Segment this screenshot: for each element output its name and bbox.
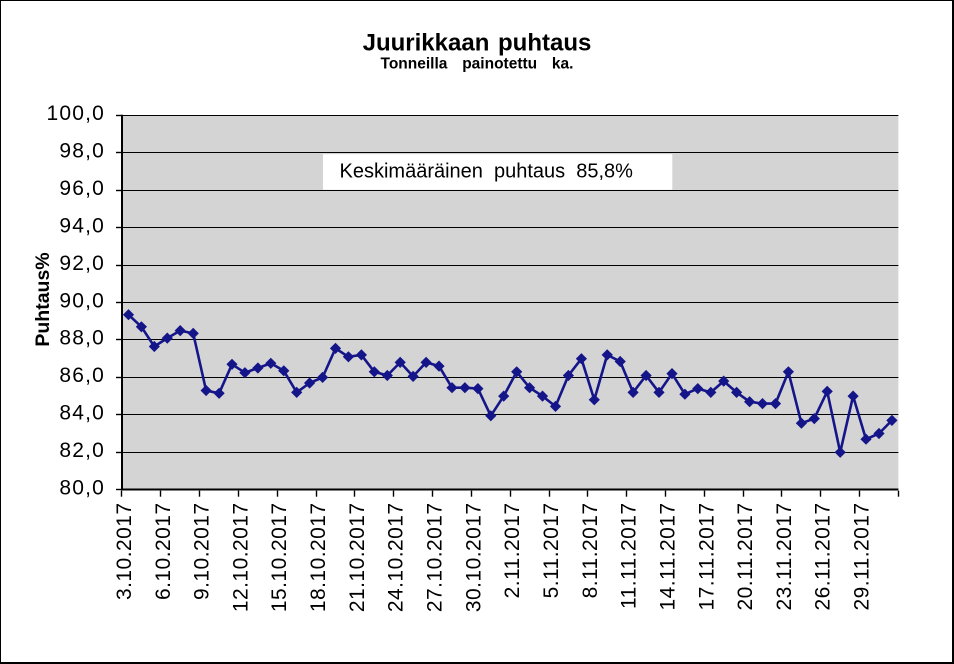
svg-text:5.11.2017: 5.11.2017: [540, 503, 563, 599]
svg-text:24.10.2017: 24.10.2017: [385, 503, 408, 613]
svg-text:100,0: 100,0: [46, 102, 105, 125]
svg-text:27.10.2017: 27.10.2017: [424, 503, 447, 613]
svg-text:90,0: 90,0: [59, 289, 105, 312]
svg-text:Keskimääräinen puhtaus 85,8%: Keskimääräinen puhtaus 85,8%: [340, 161, 634, 183]
svg-text:86,0: 86,0: [59, 364, 105, 387]
svg-text:26.11.2017: 26.11.2017: [812, 503, 835, 611]
svg-text:98,0: 98,0: [59, 140, 105, 163]
svg-text:88,0: 88,0: [59, 327, 105, 350]
svg-text:11.11.2017: 11.11.2017: [618, 503, 641, 610]
svg-text:2.11.2017: 2.11.2017: [501, 503, 524, 599]
svg-text:12.10.2017: 12.10.2017: [229, 503, 252, 613]
svg-text:20.11.2017: 20.11.2017: [734, 503, 757, 611]
svg-text:17.11.2017: 17.11.2017: [695, 503, 718, 611]
svg-text:21.10.2017: 21.10.2017: [346, 503, 369, 613]
svg-text:30.10.2017: 30.10.2017: [462, 503, 485, 613]
svg-text:9.10.2017: 9.10.2017: [191, 503, 214, 600]
svg-text:Tonneilla painotettu ka.: Tonneilla painotettu ka.: [381, 56, 574, 73]
svg-text:3.10.2017: 3.10.2017: [113, 503, 136, 600]
svg-text:94,0: 94,0: [59, 214, 105, 237]
svg-text:29.11.2017: 29.11.2017: [851, 503, 874, 611]
svg-text:80,0: 80,0: [59, 477, 105, 500]
svg-text:15.10.2017: 15.10.2017: [268, 503, 291, 613]
svg-text:23.11.2017: 23.11.2017: [773, 503, 796, 611]
svg-text:84,0: 84,0: [59, 402, 105, 425]
svg-text:18.10.2017: 18.10.2017: [307, 503, 330, 613]
svg-text:92,0: 92,0: [59, 252, 105, 275]
svg-text:82,0: 82,0: [59, 439, 105, 462]
svg-text:96,0: 96,0: [59, 177, 105, 200]
svg-text:6.10.2017: 6.10.2017: [152, 503, 175, 600]
svg-text:8.11.2017: 8.11.2017: [579, 503, 602, 599]
svg-text:14.11.2017: 14.11.2017: [657, 503, 680, 611]
svg-text:Puhtaus%: Puhtaus%: [32, 252, 54, 346]
svg-text:Juurikkaan puhtaus: Juurikkaan puhtaus: [363, 30, 592, 57]
